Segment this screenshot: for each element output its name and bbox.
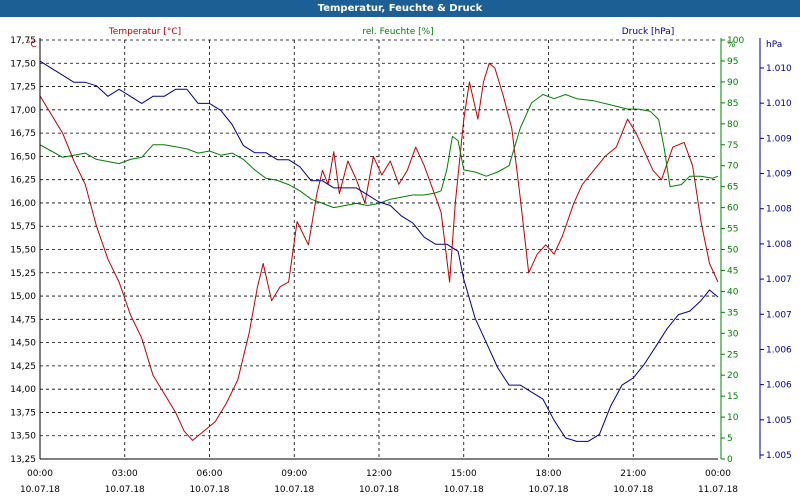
- humidity-tick-label: 65: [727, 183, 738, 193]
- date-tick-label: 10.07.18: [359, 485, 399, 495]
- temperature-legend: Temperatur [°C]: [108, 27, 181, 37]
- temperature-tick-label: 17,00: [10, 106, 36, 116]
- humidity-tick-label: 15: [727, 392, 738, 402]
- temperature-axis: 13,25 13,50 13,75 14,00 14,25 14,50 14,75 15,00…: [10, 36, 36, 465]
- pressure-tick-label: 1.007: [766, 275, 792, 285]
- time-tick-label: 21:00: [620, 469, 646, 479]
- pressure-axis: 1.005 1.005 1.006 1.006 1.007 1.007 1.008 1.008…: [760, 64, 792, 461]
- time-tick-label: 06:00: [197, 469, 223, 479]
- pressure-tick-label: 1.009: [766, 170, 792, 180]
- humidity-tick-label: 50: [727, 246, 739, 256]
- date-tick-label: 10.07.18: [444, 485, 484, 495]
- humidity-tick-label: 30: [727, 329, 739, 339]
- humidity-tick-label: 75: [727, 141, 738, 151]
- temperature-tick-label: 13,75: [10, 408, 36, 418]
- pressure-tick-label: 1.006: [766, 381, 792, 391]
- time-tick-label: 15:00: [451, 469, 477, 479]
- weather-chart: 13,25 13,50 13,75 14,00 14,25 14,50 14,75 15,00…: [0, 17, 800, 500]
- temperature-tick-label: 14,25: [10, 362, 36, 372]
- temperature-tick-label: 17,25: [10, 83, 36, 93]
- pressure-tick-label: 1.005: [766, 416, 792, 426]
- pressure-legend: Druck [hPa]: [622, 27, 675, 37]
- time-tick-label: 00:00: [27, 469, 53, 479]
- date-tick-label: 10.07.18: [105, 485, 145, 495]
- pressure-tick-label: 1.010: [766, 64, 792, 74]
- humidity-tick-label: 95: [727, 57, 738, 67]
- temperature-tick-label: 15,00: [10, 292, 36, 302]
- time-tick-label: 12:00: [366, 469, 392, 479]
- humidity-legend: rel. Feuchte [%]: [362, 27, 433, 37]
- temperature-tick-label: 15,25: [10, 269, 36, 279]
- pressure-tick-label: 1.005: [766, 451, 792, 461]
- time-tick-label: 18:00: [536, 469, 562, 479]
- plot-frame: [39, 38, 761, 460]
- legends: °C% hPa Temperatur [°C] rel. Feuchte [%] Dru…: [26, 27, 782, 50]
- series-line-pressure: [39, 60, 719, 442]
- chart-background: [0, 17, 800, 500]
- temperature-tick-label: 17,75: [10, 36, 36, 46]
- series-line-temperature: [39, 62, 719, 441]
- date-tick-label: 11.07.18: [698, 485, 738, 495]
- humidity-tick-label: 40: [727, 287, 739, 297]
- time-tick-label: 03:00: [112, 469, 138, 479]
- temperature-tick-label: 17,50: [10, 59, 36, 69]
- humidity-tick-label: 20: [727, 371, 739, 381]
- pressure-tick-label: 1.007: [766, 310, 792, 320]
- humidity-tick-label: 45: [727, 266, 738, 276]
- humidity-tick-label: 55: [727, 225, 738, 235]
- date-tick-label: 10.07.18: [189, 485, 229, 495]
- date-tick-label: 10.07.18: [274, 485, 314, 495]
- date-tick-label: 10.07.18: [613, 485, 653, 495]
- humidity-tick-label: 80: [727, 120, 739, 130]
- temperature-tick-label: 13,25: [10, 455, 36, 465]
- grid: [40, 39, 718, 460]
- pressure-unit-label: hPa: [766, 40, 782, 50]
- humidity-axis: 0 5 10 15 20 25 30 35 40 45 50 55 60 65 70 75 80 85 90 95 10…: [721, 36, 744, 465]
- temperature-tick-label: 15,50: [10, 246, 36, 256]
- window-title: Temperatur, Feuchte & Druck: [0, 0, 800, 17]
- temperature-tick-label: 14,50: [10, 339, 36, 349]
- time-axis: 00:00 10.07.18 03:00 10.07.18 06:00 10.07.18 0…: [20, 469, 738, 495]
- time-tick-label: 00:00: [705, 469, 731, 479]
- humidity-tick-label: 85: [727, 99, 738, 109]
- temperature-tick-label: 14,75: [10, 315, 36, 325]
- plot-lines: [39, 60, 719, 442]
- temperature-tick-label: 14,00: [10, 385, 36, 395]
- time-tick-label: 09:00: [281, 469, 307, 479]
- temperature-tick-label: 13,50: [10, 432, 36, 442]
- humidity-tick-label: 90: [727, 78, 739, 88]
- pressure-tick-label: 1.006: [766, 345, 792, 355]
- humidity-tick-label: 70: [727, 162, 739, 172]
- temperature-tick-label: 16,50: [10, 152, 36, 162]
- temperature-tick-label: 16,75: [10, 129, 36, 139]
- humidity-tick-label: 60: [727, 204, 739, 214]
- humidity-tick-label: 10: [727, 413, 739, 423]
- pressure-tick-label: 1.008: [766, 240, 792, 250]
- temperature-unit-label: °C: [26, 40, 37, 50]
- humidity-tick-label: 25: [727, 350, 738, 360]
- humidity-tick-label: 0: [727, 455, 733, 465]
- date-tick-label: 10.07.18: [20, 485, 60, 495]
- humidity-tick-label: 35: [727, 308, 738, 318]
- humidity-tick-label: 5: [727, 434, 733, 444]
- humidity-tick-label: 100: [727, 36, 744, 46]
- pressure-tick-label: 1.008: [766, 205, 792, 215]
- humidity-unit-label: %: [727, 40, 736, 50]
- temperature-tick-label: 16,00: [10, 199, 36, 209]
- series-line-humidity: [39, 94, 719, 209]
- temperature-tick-label: 16,25: [10, 176, 36, 186]
- temperature-tick-label: 15,75: [10, 222, 36, 232]
- pressure-tick-label: 1.010: [766, 99, 792, 109]
- date-tick-label: 10.07.18: [528, 485, 568, 495]
- pressure-tick-label: 1.009: [766, 134, 792, 144]
